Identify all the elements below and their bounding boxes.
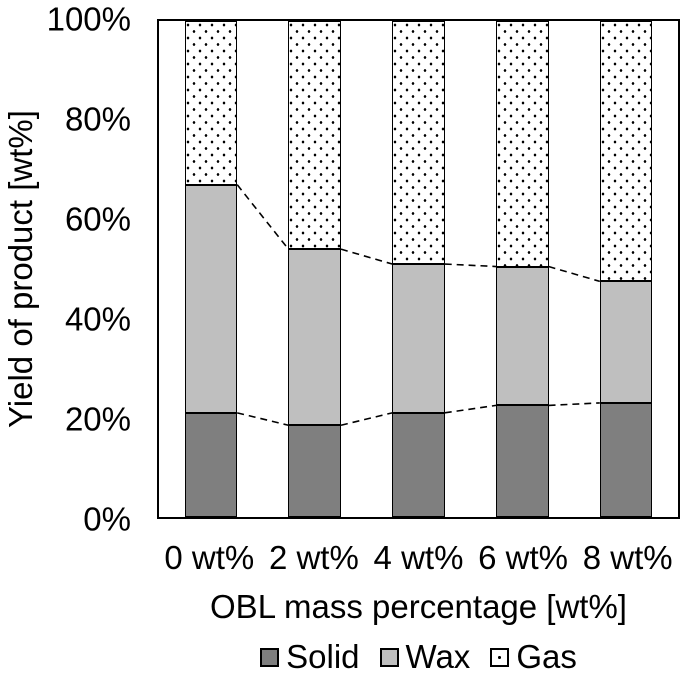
legend-label: Wax bbox=[405, 638, 471, 675]
segment-gas bbox=[184, 21, 238, 185]
connector-line-wax bbox=[444, 263, 497, 268]
chart-legend: Solid Wax Gas bbox=[157, 637, 680, 677]
connector-line-wax bbox=[340, 248, 393, 265]
connector-line-solid bbox=[548, 402, 600, 407]
segment-wax bbox=[288, 249, 341, 426]
legend-item-gas: Gas bbox=[490, 638, 577, 676]
bar-6-wt% bbox=[496, 21, 549, 517]
segment-wax bbox=[496, 266, 549, 406]
x-tick-label: 8 wt% bbox=[582, 539, 673, 576]
x-tick-label: 0 wt% bbox=[164, 539, 255, 576]
x-tick-label: 6 wt% bbox=[478, 539, 569, 576]
segment-solid bbox=[392, 412, 445, 517]
x-axis-tick-labels: 0 wt% 2 wt% 4 wt% 6 wt% 8 wt% bbox=[157, 539, 680, 580]
y-tick-label: 100% bbox=[46, 0, 131, 38]
y-tick-label: 40% bbox=[64, 300, 131, 338]
y-tick-label: 80% bbox=[64, 100, 131, 138]
segment-wax bbox=[599, 281, 653, 403]
x-tick-label: 2 wt% bbox=[268, 539, 359, 576]
plot-area bbox=[157, 19, 680, 519]
bar-8-wt% bbox=[599, 21, 653, 517]
bar-0-wt% bbox=[184, 21, 238, 517]
segment-gas bbox=[599, 21, 653, 282]
segment-gas bbox=[288, 21, 341, 250]
legend-marker-wax-icon bbox=[379, 647, 399, 667]
legend-item-solid: Solid bbox=[260, 638, 360, 676]
y-tick-label: 60% bbox=[64, 200, 131, 238]
segment-solid bbox=[288, 425, 341, 517]
legend-marker-gas-icon bbox=[490, 647, 510, 667]
segment-solid bbox=[599, 402, 653, 517]
y-tick-label: 0% bbox=[83, 500, 131, 538]
bar-4-wt% bbox=[392, 21, 445, 517]
connector-line-wax bbox=[548, 265, 601, 283]
y-tick-label: 20% bbox=[64, 400, 131, 438]
segment-gas bbox=[392, 21, 445, 265]
y-axis-tick-labels: 0% 20% 40% 60% 80% 100% bbox=[0, 3, 131, 536]
legend-item-wax: Wax bbox=[379, 638, 471, 676]
connector-line-solid bbox=[237, 412, 289, 427]
legend-label: Solid bbox=[286, 638, 360, 675]
legend-label: Gas bbox=[516, 638, 577, 675]
connector-line-solid bbox=[444, 404, 497, 414]
segment-gas bbox=[496, 21, 549, 267]
segment-wax bbox=[184, 184, 238, 413]
x-tick-label: 4 wt% bbox=[373, 539, 464, 576]
segment-wax bbox=[392, 264, 445, 413]
segment-solid bbox=[496, 405, 549, 517]
connector-line-solid bbox=[340, 412, 393, 427]
x-axis-title: OBL mass percentage [wt%] bbox=[210, 588, 627, 625]
bar-2-wt% bbox=[288, 21, 341, 517]
legend-marker-solid-icon bbox=[260, 647, 280, 667]
connector-line-wax bbox=[236, 184, 290, 250]
segment-solid bbox=[184, 412, 238, 517]
